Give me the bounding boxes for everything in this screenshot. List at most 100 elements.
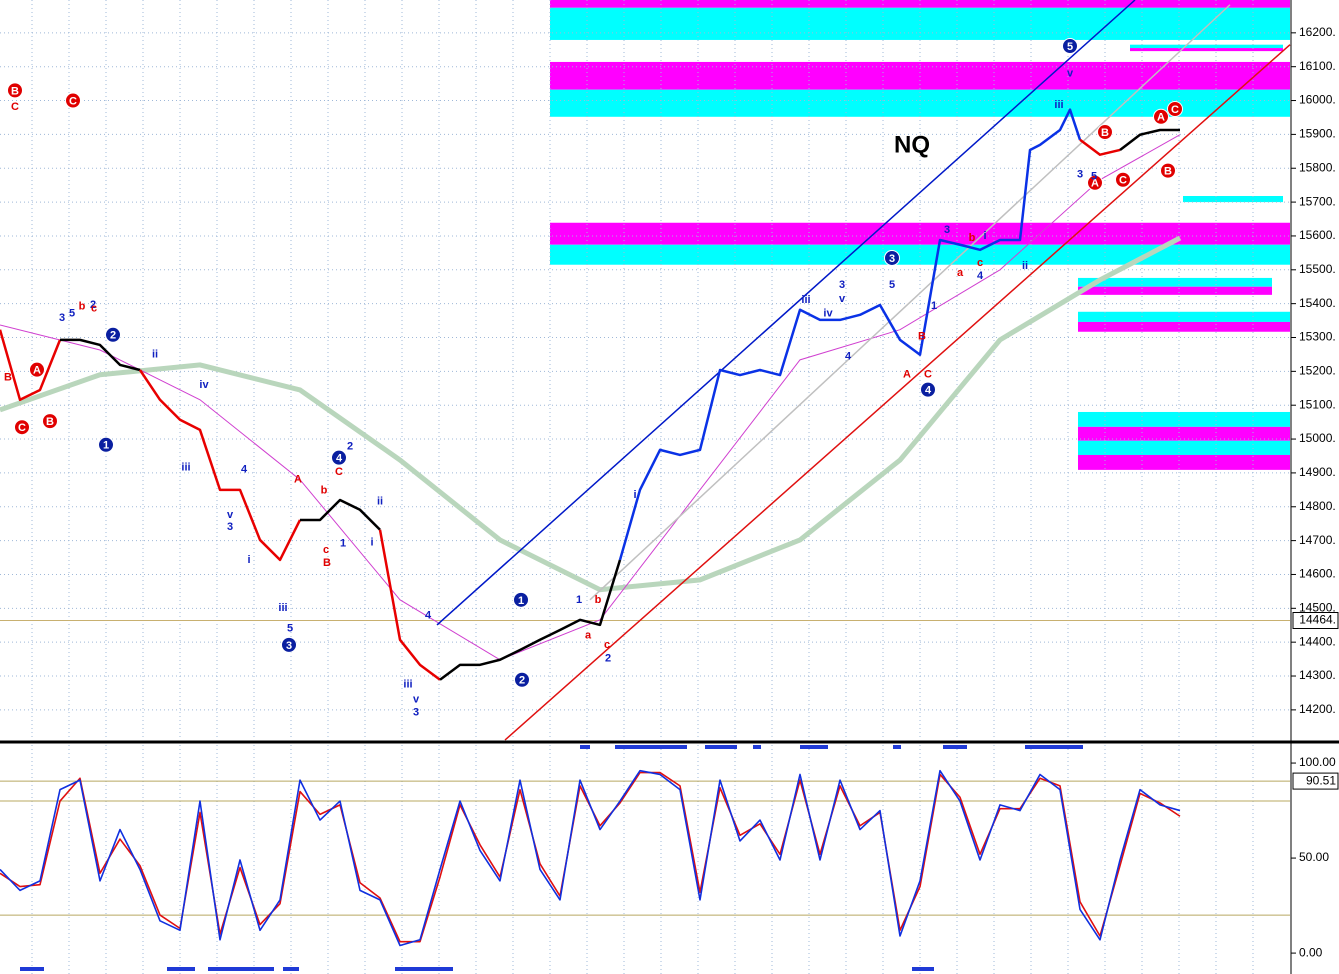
wave-label: b [595,594,602,606]
wave-circle [513,591,529,608]
wave-label: A [294,474,302,486]
wave-label: C [18,422,26,434]
wave-circle [29,361,45,378]
signal-bar [753,745,761,749]
wave-label: c [323,544,329,556]
wave-label: 4 [425,610,432,622]
wave-label: 3 [227,521,233,533]
wave-circle [14,419,30,436]
wave-label: 3 [944,224,950,236]
wave-circle [65,92,81,109]
wave-label: B [11,85,19,97]
wave-circle [884,249,900,266]
y-tick-label: 15800. [1299,160,1336,174]
zone [550,244,1290,265]
zone [1078,311,1290,322]
signal-bar [20,967,44,971]
wave-circle [1062,38,1078,55]
reference-line-label: 14464. [1299,613,1336,627]
wave-label: b [321,484,328,496]
y-tick-label: 14800. [1299,499,1336,513]
y-tick-label: 14400. [1299,634,1336,648]
trendline [589,4,1231,601]
wave-label: v [1067,67,1074,79]
y-tick-label: 100.00 [1299,755,1336,769]
wave-circle [1167,101,1183,118]
wave-label: C [1171,104,1179,116]
wave-label: 1 [576,594,582,606]
signal-bar [912,967,934,971]
wave-label: C [1119,175,1127,187]
price-line [300,498,381,531]
wave-label: 4 [336,453,343,465]
zone [1078,426,1290,441]
y-tick-label: 14600. [1299,567,1336,581]
wave-label: 2 [347,441,353,453]
wave-label: iii [403,679,412,691]
wave-label: v [227,509,234,521]
wave-label: i [247,554,250,566]
wave-label: iii [1054,99,1063,111]
y-tick-label: 16100. [1299,59,1336,73]
wave-label: 2 [110,330,116,342]
signal-bar [283,967,299,971]
wave-label: 1 [103,440,109,452]
y-tick-label: 15000. [1299,431,1336,445]
price-line [378,529,441,681]
zone [550,7,1290,40]
marker-line-label: 90.51 [1306,773,1336,787]
signal-bar [943,745,967,749]
wave-label: 3 [1077,169,1083,181]
wave-label: 1 [518,595,524,607]
y-tick-label: 14700. [1299,533,1336,547]
wave-label: B [918,331,926,343]
wave-label: 5 [889,279,895,291]
wave-label: 1 [340,538,346,550]
zone [1078,440,1290,455]
reference-line-box [1292,612,1339,630]
wave-circle [920,381,936,398]
wave-label: c [977,257,983,269]
wave-label: ii [377,496,383,508]
wave-circle [1097,124,1113,141]
price-line [618,108,1082,561]
y-tick-label: 0.00 [1299,945,1323,959]
wave-label: B [323,557,331,569]
wave-label: B [4,371,12,383]
y-tick-label: 14200. [1299,702,1336,716]
wave-label: 5 [1091,171,1097,183]
wave-label: i [370,537,373,549]
wave-label: i [633,489,636,501]
price-line [1079,138,1121,156]
wave-label: a [585,630,592,642]
wave-circle [281,636,297,653]
wave-circle [514,671,530,688]
wave-label: ii [152,349,158,361]
price-line [0,329,62,402]
wave-circle [331,449,347,466]
wave-label: A [33,365,41,377]
wave-label: 4 [845,351,852,363]
wave-circle [1153,108,1169,125]
y-tick-label: 15700. [1299,194,1336,208]
zone [1130,48,1283,52]
wave-label: B [46,416,54,428]
signal-bar [208,967,274,971]
y-tick-label: 16200. [1299,25,1336,39]
wave-label: 4 [925,385,932,397]
wave-circle [105,326,121,343]
price-line [60,338,141,372]
wave-label: 5 [287,623,293,635]
wave-label: 2 [519,675,525,687]
y-tick-label: 15400. [1299,296,1336,310]
zone [1078,277,1272,287]
zone [1078,286,1272,295]
wave-label: C [11,101,19,113]
wave-label: c [604,639,610,651]
grid [0,0,1290,974]
wave-circle [7,82,23,99]
